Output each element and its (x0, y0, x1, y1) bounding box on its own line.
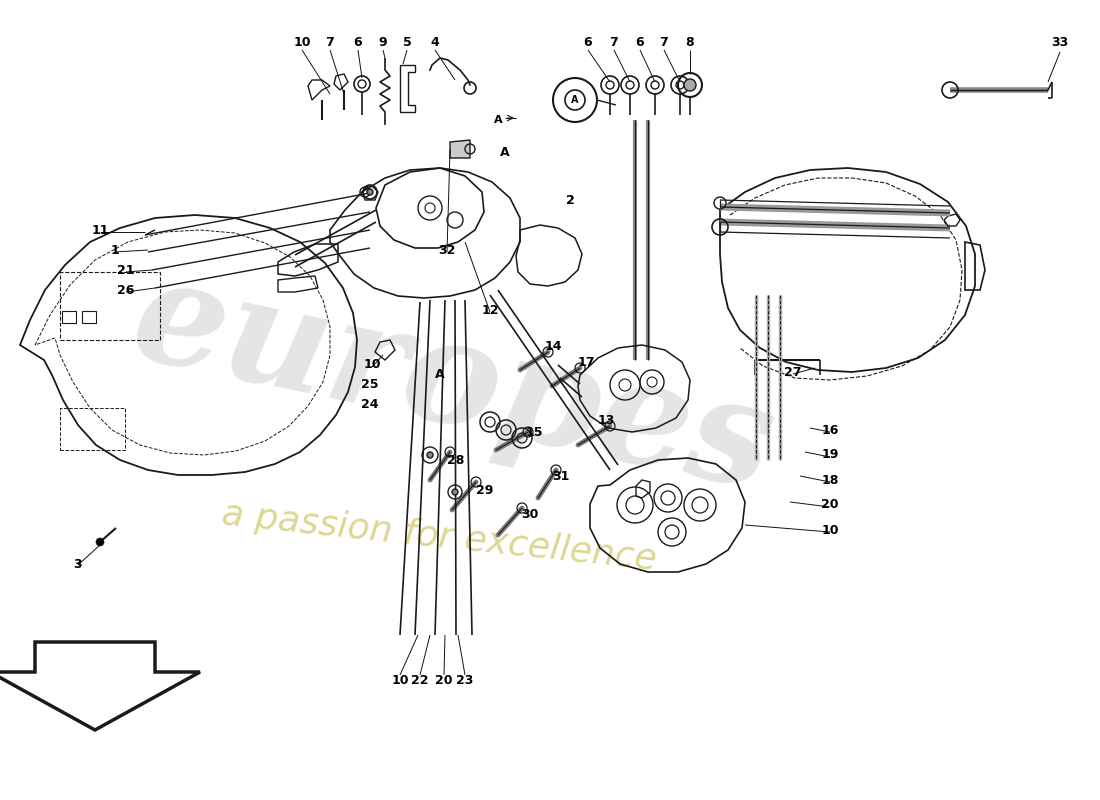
Text: 2: 2 (565, 194, 574, 206)
Text: 7: 7 (326, 37, 334, 50)
Text: 12: 12 (482, 303, 498, 317)
Text: 29: 29 (476, 483, 494, 497)
Text: 14: 14 (544, 341, 562, 354)
Text: 15: 15 (526, 426, 542, 438)
Text: 8: 8 (685, 37, 694, 50)
Text: 21: 21 (118, 263, 134, 277)
Text: 20: 20 (822, 498, 838, 511)
Text: 17: 17 (578, 355, 595, 369)
Text: 24: 24 (361, 398, 378, 411)
Circle shape (684, 79, 696, 91)
Circle shape (452, 489, 458, 495)
Text: 23: 23 (456, 674, 474, 686)
Text: 31: 31 (552, 470, 570, 483)
Text: 6: 6 (354, 37, 362, 50)
Circle shape (427, 452, 433, 458)
Circle shape (96, 538, 104, 546)
Text: 28: 28 (448, 454, 464, 466)
Text: europes: europes (120, 247, 785, 521)
Text: 18: 18 (822, 474, 838, 486)
Text: A: A (571, 95, 579, 105)
Text: 32: 32 (438, 243, 455, 257)
Text: 10: 10 (294, 37, 310, 50)
Text: 7: 7 (660, 37, 669, 50)
Text: 7: 7 (609, 37, 618, 50)
Text: 20: 20 (436, 674, 453, 686)
Polygon shape (450, 140, 470, 158)
Text: 10: 10 (822, 523, 838, 537)
Text: 25: 25 (361, 378, 378, 391)
Text: 1: 1 (111, 243, 120, 257)
Circle shape (367, 189, 373, 195)
Text: 26: 26 (118, 283, 134, 297)
Text: 30: 30 (521, 509, 539, 522)
Bar (60, 272, 160, 340)
Text: 9: 9 (378, 37, 387, 50)
Text: 6: 6 (584, 37, 592, 50)
Text: 22: 22 (411, 674, 429, 686)
Text: 16: 16 (822, 423, 838, 437)
Text: 13: 13 (597, 414, 615, 426)
Bar (60, 408, 125, 450)
Text: A: A (436, 369, 444, 382)
Text: 10: 10 (363, 358, 381, 371)
Text: 33: 33 (1052, 37, 1068, 50)
Text: A: A (500, 146, 509, 158)
Text: 10: 10 (392, 674, 409, 686)
Polygon shape (0, 642, 200, 730)
Text: a passion for excellence: a passion for excellence (220, 498, 658, 577)
Text: 11: 11 (91, 223, 109, 237)
Text: A: A (494, 115, 503, 125)
Text: 5: 5 (403, 37, 411, 50)
Text: 6: 6 (636, 37, 645, 50)
Text: 4: 4 (430, 37, 439, 50)
Text: 19: 19 (822, 449, 838, 462)
Text: 3: 3 (74, 558, 82, 571)
Text: 27: 27 (784, 366, 802, 378)
Bar (62, 311, 76, 323)
Bar (82, 311, 96, 323)
